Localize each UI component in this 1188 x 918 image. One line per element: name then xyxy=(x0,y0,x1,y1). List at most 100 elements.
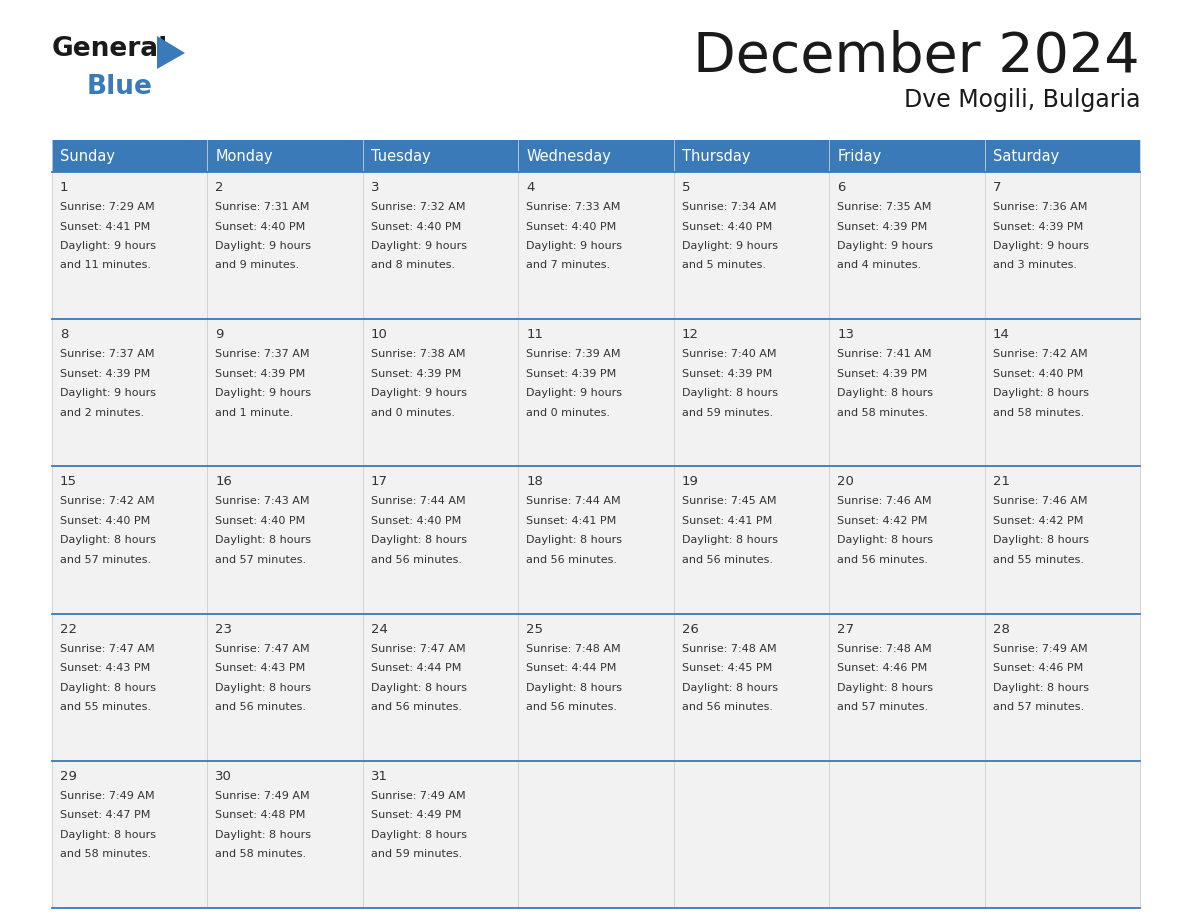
Text: and 58 minutes.: and 58 minutes. xyxy=(992,408,1083,418)
Text: Daylight: 9 hours: Daylight: 9 hours xyxy=(682,241,778,251)
Text: Daylight: 8 hours: Daylight: 8 hours xyxy=(526,683,623,692)
Text: Daylight: 9 hours: Daylight: 9 hours xyxy=(992,241,1088,251)
Text: Sunrise: 7:48 AM: Sunrise: 7:48 AM xyxy=(526,644,621,654)
Text: Daylight: 8 hours: Daylight: 8 hours xyxy=(61,535,156,545)
Text: Sunrise: 7:34 AM: Sunrise: 7:34 AM xyxy=(682,202,776,212)
Text: and 1 minute.: and 1 minute. xyxy=(215,408,293,418)
Text: Daylight: 9 hours: Daylight: 9 hours xyxy=(215,388,311,398)
Text: 25: 25 xyxy=(526,622,543,635)
Text: and 56 minutes.: and 56 minutes. xyxy=(838,554,928,565)
Text: Daylight: 8 hours: Daylight: 8 hours xyxy=(371,535,467,545)
Text: Sunrise: 7:36 AM: Sunrise: 7:36 AM xyxy=(992,202,1087,212)
Bar xyxy=(829,613,985,761)
Text: Sunrise: 7:49 AM: Sunrise: 7:49 AM xyxy=(371,790,466,800)
Text: General: General xyxy=(52,36,169,62)
Text: 21: 21 xyxy=(992,476,1010,488)
Text: Monday: Monday xyxy=(215,149,273,163)
Text: and 57 minutes.: and 57 minutes. xyxy=(61,554,151,565)
Bar xyxy=(208,140,362,172)
Bar xyxy=(518,319,674,466)
Bar xyxy=(362,319,518,466)
Text: Daylight: 9 hours: Daylight: 9 hours xyxy=(61,388,156,398)
Bar xyxy=(52,613,208,761)
Text: 9: 9 xyxy=(215,329,223,341)
Text: 11: 11 xyxy=(526,329,543,341)
Bar xyxy=(985,319,1140,466)
Text: 23: 23 xyxy=(215,622,233,635)
Bar xyxy=(208,466,362,613)
Bar xyxy=(52,140,208,172)
Text: Sunrise: 7:49 AM: Sunrise: 7:49 AM xyxy=(992,644,1087,654)
Bar xyxy=(674,319,829,466)
Text: 16: 16 xyxy=(215,476,233,488)
Text: Sunset: 4:40 PM: Sunset: 4:40 PM xyxy=(215,221,305,231)
Text: and 58 minutes.: and 58 minutes. xyxy=(61,849,151,859)
Text: Sunrise: 7:49 AM: Sunrise: 7:49 AM xyxy=(61,790,154,800)
Text: 4: 4 xyxy=(526,181,535,194)
Text: December 2024: December 2024 xyxy=(694,30,1140,84)
Bar xyxy=(829,466,985,613)
Text: Sunrise: 7:40 AM: Sunrise: 7:40 AM xyxy=(682,349,776,359)
Text: Sunrise: 7:31 AM: Sunrise: 7:31 AM xyxy=(215,202,310,212)
Text: and 0 minutes.: and 0 minutes. xyxy=(526,408,611,418)
Bar xyxy=(52,319,208,466)
Text: Sunset: 4:40 PM: Sunset: 4:40 PM xyxy=(61,516,150,526)
Bar xyxy=(985,140,1140,172)
Text: and 56 minutes.: and 56 minutes. xyxy=(682,702,772,712)
Text: Sunset: 4:39 PM: Sunset: 4:39 PM xyxy=(61,369,150,379)
Bar xyxy=(518,613,674,761)
Text: Sunrise: 7:45 AM: Sunrise: 7:45 AM xyxy=(682,497,776,507)
Text: 1: 1 xyxy=(61,181,69,194)
Bar xyxy=(674,172,829,319)
Text: Daylight: 8 hours: Daylight: 8 hours xyxy=(215,830,311,840)
Text: Daylight: 8 hours: Daylight: 8 hours xyxy=(992,535,1088,545)
Bar xyxy=(362,172,518,319)
Text: Sunrise: 7:42 AM: Sunrise: 7:42 AM xyxy=(61,497,154,507)
Text: Sunrise: 7:29 AM: Sunrise: 7:29 AM xyxy=(61,202,154,212)
Text: 26: 26 xyxy=(682,622,699,635)
Text: Sunrise: 7:37 AM: Sunrise: 7:37 AM xyxy=(61,349,154,359)
Bar xyxy=(52,172,208,319)
Text: Sunset: 4:44 PM: Sunset: 4:44 PM xyxy=(371,663,461,673)
Text: and 2 minutes.: and 2 minutes. xyxy=(61,408,144,418)
Text: Sunrise: 7:35 AM: Sunrise: 7:35 AM xyxy=(838,202,931,212)
Text: 20: 20 xyxy=(838,476,854,488)
Text: Sunset: 4:46 PM: Sunset: 4:46 PM xyxy=(992,663,1082,673)
Text: Sunset: 4:43 PM: Sunset: 4:43 PM xyxy=(61,663,150,673)
Bar xyxy=(518,466,674,613)
Text: and 55 minutes.: and 55 minutes. xyxy=(61,702,151,712)
Text: and 58 minutes.: and 58 minutes. xyxy=(215,849,307,859)
Text: and 57 minutes.: and 57 minutes. xyxy=(992,702,1083,712)
Bar xyxy=(208,172,362,319)
Bar xyxy=(985,172,1140,319)
Text: Sunrise: 7:47 AM: Sunrise: 7:47 AM xyxy=(215,644,310,654)
Text: Sunrise: 7:48 AM: Sunrise: 7:48 AM xyxy=(838,644,931,654)
Text: 12: 12 xyxy=(682,329,699,341)
Text: Tuesday: Tuesday xyxy=(371,149,430,163)
Text: Sunset: 4:41 PM: Sunset: 4:41 PM xyxy=(526,516,617,526)
Text: Sunset: 4:45 PM: Sunset: 4:45 PM xyxy=(682,663,772,673)
Text: 17: 17 xyxy=(371,476,387,488)
Text: 2: 2 xyxy=(215,181,223,194)
Text: Daylight: 8 hours: Daylight: 8 hours xyxy=(682,388,778,398)
Text: Daylight: 8 hours: Daylight: 8 hours xyxy=(992,683,1088,692)
Text: Daylight: 9 hours: Daylight: 9 hours xyxy=(61,241,156,251)
Bar xyxy=(518,172,674,319)
Text: Sunset: 4:39 PM: Sunset: 4:39 PM xyxy=(215,369,305,379)
Text: and 58 minutes.: and 58 minutes. xyxy=(838,408,928,418)
Text: Sunset: 4:39 PM: Sunset: 4:39 PM xyxy=(526,369,617,379)
Text: Sunday: Sunday xyxy=(61,149,115,163)
Text: and 8 minutes.: and 8 minutes. xyxy=(371,261,455,271)
Text: Sunset: 4:39 PM: Sunset: 4:39 PM xyxy=(682,369,772,379)
Text: 10: 10 xyxy=(371,329,387,341)
Text: and 5 minutes.: and 5 minutes. xyxy=(682,261,766,271)
Text: Sunrise: 7:43 AM: Sunrise: 7:43 AM xyxy=(215,497,310,507)
Bar xyxy=(52,466,208,613)
Bar xyxy=(674,140,829,172)
Text: Daylight: 9 hours: Daylight: 9 hours xyxy=(215,241,311,251)
Text: Thursday: Thursday xyxy=(682,149,750,163)
Text: and 4 minutes.: and 4 minutes. xyxy=(838,261,921,271)
Bar xyxy=(829,761,985,908)
Text: and 59 minutes.: and 59 minutes. xyxy=(682,408,773,418)
Bar xyxy=(674,466,829,613)
